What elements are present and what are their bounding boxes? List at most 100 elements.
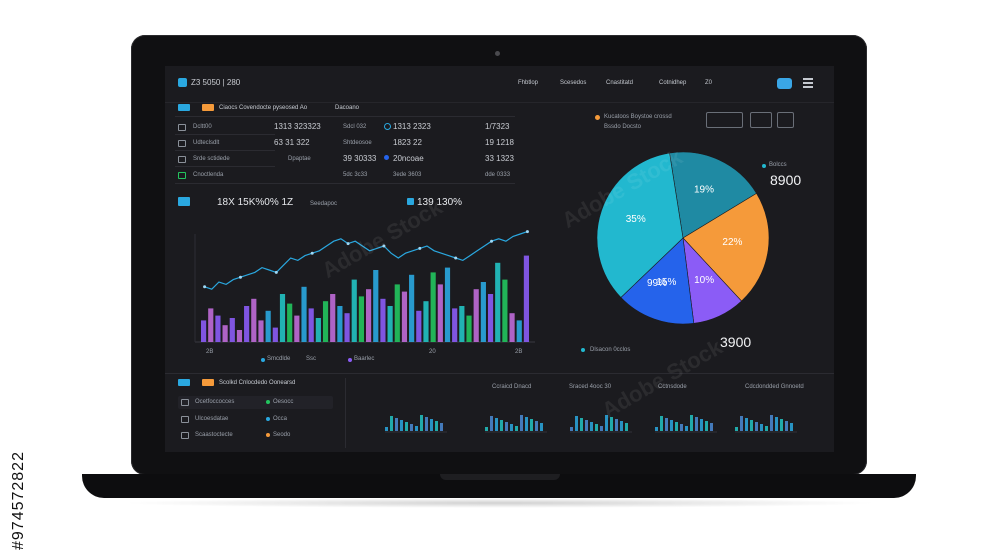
mini-bar <box>580 418 583 431</box>
bar <box>208 308 214 342</box>
mini-bar <box>750 420 753 431</box>
divider <box>175 116 515 117</box>
bar <box>437 284 443 342</box>
pie-extra-label: 99% <box>647 278 667 289</box>
bar <box>351 279 357 342</box>
mini-bar <box>745 418 748 431</box>
checkbox[interactable] <box>178 172 186 179</box>
menu-icon[interactable] <box>803 78 813 88</box>
x-tick-label: Smcdlde <box>267 356 291 362</box>
status-dot <box>384 123 391 130</box>
checkbox[interactable] <box>178 156 186 163</box>
checkbox[interactable] <box>181 399 189 406</box>
legend-dot <box>261 358 265 362</box>
stats-subtitle: Dacoano <box>335 105 360 111</box>
bar <box>236 330 243 342</box>
bar <box>509 313 515 342</box>
bar <box>344 313 350 342</box>
legend-dot <box>581 348 585 352</box>
list-item[interactable] <box>178 396 333 409</box>
x-tick-label: 2B <box>515 349 523 355</box>
stats-value: 1823 22 <box>393 138 422 147</box>
mini-bar <box>520 415 523 431</box>
bar <box>251 298 257 342</box>
stats-value: 5dc 3c33 <box>343 172 368 178</box>
mini-bar <box>530 419 533 431</box>
pie-side-value: 8900 <box>770 172 802 188</box>
mini-bar <box>665 418 668 431</box>
user-label[interactable]: Z0 <box>705 80 713 86</box>
mini-chart-title: Ccraicd Dnacd <box>492 384 532 390</box>
bar <box>201 320 207 342</box>
mini-bar <box>755 422 758 431</box>
bar <box>337 306 343 342</box>
checkbox[interactable] <box>178 124 186 131</box>
mini-bar <box>675 422 678 431</box>
bar <box>279 294 286 342</box>
mini-bar <box>770 415 773 431</box>
bar <box>487 294 494 342</box>
chip-label: Seodo <box>273 432 291 438</box>
mini-bar <box>485 427 488 431</box>
bar <box>523 255 529 342</box>
bar <box>366 289 372 342</box>
pie-chart: 19% 22% 10% 15% 35% 99% <box>596 151 770 325</box>
status-dot <box>384 155 389 160</box>
chart-toggle-button[interactable] <box>706 112 743 128</box>
pie-slice <box>682 192 770 302</box>
bar <box>401 291 408 342</box>
divider <box>175 166 275 167</box>
checkbox[interactable] <box>181 432 189 439</box>
bar <box>430 272 436 342</box>
pie-slice <box>620 237 695 325</box>
chart-tag-icon <box>178 197 190 206</box>
mini-bar <box>775 417 778 431</box>
mini-bar <box>765 426 768 431</box>
mini-bar <box>700 419 703 431</box>
mini-bar <box>790 423 793 431</box>
mini-bar <box>590 422 593 431</box>
bar <box>394 284 400 342</box>
theme-toggle[interactable] <box>777 78 792 89</box>
mini-bar <box>710 423 713 431</box>
mini-bar <box>600 426 603 431</box>
mini-bar <box>405 422 408 431</box>
nav-item-2[interactable]: Scesedos <box>560 80 587 86</box>
pie-slice-label: 15% <box>656 277 676 288</box>
nav-item-1[interactable]: Fhbtlop <box>518 80 539 86</box>
top-bar: Z3 5050 | 280 Fhbtlop Scesedos Cnastitat… <box>165 66 834 103</box>
bottom-tag-icon <box>178 379 190 386</box>
mini-bar <box>540 423 543 431</box>
checkbox[interactable] <box>178 140 186 147</box>
checkbox[interactable] <box>181 416 189 423</box>
trend-point <box>490 239 494 243</box>
bar-chart-subtitle: Seedapoc <box>310 201 338 207</box>
mini-bar <box>740 416 743 431</box>
stats-value: 1313 2323 <box>393 122 431 131</box>
bar <box>308 308 314 342</box>
status-dot <box>266 433 270 437</box>
trend-point <box>454 256 458 260</box>
bar <box>265 310 271 342</box>
pie-bottom-label: Dlsacon 0cclos <box>590 347 631 353</box>
mini-bar <box>535 421 538 431</box>
nav-item-3[interactable]: Cnastitatd <box>606 80 634 86</box>
nav-item-4[interactable]: Cotnidhep <box>659 80 687 86</box>
chart-toggle-button[interactable] <box>750 112 772 128</box>
mini-bar <box>425 417 428 431</box>
bar <box>222 325 228 342</box>
bar <box>301 286 307 342</box>
chart-toggle-button[interactable] <box>777 112 794 128</box>
pie-bottom-value: 3900 <box>720 334 752 350</box>
bar <box>287 303 293 342</box>
pie-slice <box>669 151 757 239</box>
mini-bar <box>490 416 493 431</box>
pie-slice <box>596 152 684 298</box>
list-item-label: Ocetfoccocces <box>195 399 235 405</box>
stats-value: Dpaptae <box>288 156 311 162</box>
list-item-label: Scaastoctecte <box>195 432 233 438</box>
laptop-notch <box>440 474 560 480</box>
mini-bar <box>570 427 573 431</box>
mini-bar <box>615 419 618 431</box>
stats-value: 1/7323 <box>485 122 510 131</box>
